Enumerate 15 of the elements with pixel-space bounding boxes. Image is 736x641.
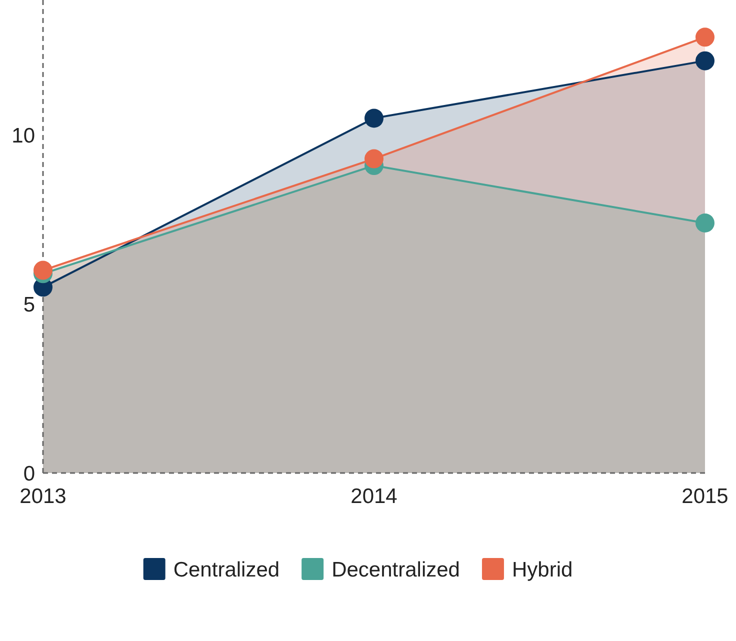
point (364, 149, 384, 168)
legend-label: Centralized (173, 558, 280, 582)
x-tick-label: 2013 (20, 485, 66, 508)
legend-label: Decentralized (332, 558, 460, 582)
x-tick-label: 2014 (350, 485, 398, 508)
point (364, 108, 384, 128)
y-tick-label: 5 (23, 293, 35, 316)
x-tick-label: 2015 (682, 485, 728, 508)
point (696, 213, 714, 232)
y-tick-label: 10 (12, 124, 35, 148)
legend-label: Hybrid (512, 558, 573, 582)
y-tick-label: 0 (23, 462, 35, 486)
point (696, 28, 714, 47)
point (696, 51, 714, 70)
point (34, 260, 52, 280)
